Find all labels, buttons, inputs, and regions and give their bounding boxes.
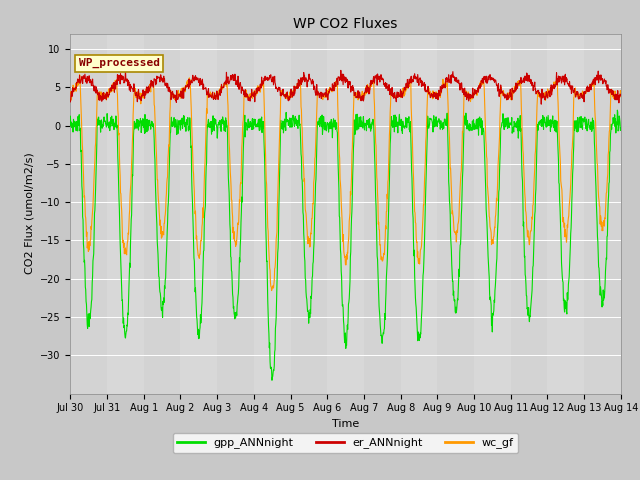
wc_gf [67, 90, 74, 96]
Text: WP_processed: WP_processed [79, 58, 159, 68]
Line: wc_gf: wc_gf [70, 75, 621, 290]
gpp_ANNnight [189, 209, 196, 215]
er_ANNnight [67, 99, 74, 105]
Bar [437, 34, 474, 394]
Bar [511, 34, 547, 394]
Bar [291, 34, 327, 394]
gpp_ANNnight [617, 125, 625, 131]
gpp_ANNnight [268, 377, 276, 383]
wc_gf [504, 91, 511, 96]
Legend: gpp_ANNnight, er_ANNnight, wc_gf: gpp_ANNnight, er_ANNnight, wc_gf [173, 433, 518, 453]
er_ANNnight [189, 75, 197, 81]
er_ANNnight [122, 67, 129, 72]
Bar [217, 34, 254, 394]
Bar [584, 34, 621, 394]
gpp_ANNnight [552, 118, 559, 123]
er_ANNnight [251, 99, 259, 105]
er_ANNnight [504, 91, 511, 96]
wc_gf [251, 90, 259, 96]
gpp_ANNnight [431, 121, 439, 127]
Bar [144, 34, 180, 394]
gpp_ANNnight [175, 121, 183, 127]
er_ANNnight [538, 101, 545, 107]
Line: gpp_ANNnight: gpp_ANNnight [70, 110, 621, 380]
X-axis label: Time: Time [332, 419, 359, 429]
wc_gf [176, 91, 184, 97]
wc_gf [189, 167, 197, 173]
wc_gf [76, 72, 83, 78]
er_ANNnight [431, 92, 439, 98]
er_ANNnight [617, 93, 625, 98]
er_ANNnight [176, 92, 184, 97]
wc_gf [552, 82, 560, 87]
wc_gf [268, 288, 275, 293]
Y-axis label: CO2 Flux (umol/m2/s): CO2 Flux (umol/m2/s) [24, 153, 35, 275]
wc_gf [617, 91, 625, 97]
wc_gf [432, 91, 440, 97]
Bar [364, 34, 401, 394]
Line: er_ANNnight: er_ANNnight [70, 70, 621, 104]
gpp_ANNnight [250, 117, 258, 123]
gpp_ANNnight [614, 108, 621, 113]
er_ANNnight [552, 79, 560, 84]
gpp_ANNnight [67, 113, 74, 119]
Title: WP CO2 Fluxes: WP CO2 Fluxes [293, 17, 398, 31]
gpp_ANNnight [504, 117, 511, 122]
Bar [70, 34, 107, 394]
